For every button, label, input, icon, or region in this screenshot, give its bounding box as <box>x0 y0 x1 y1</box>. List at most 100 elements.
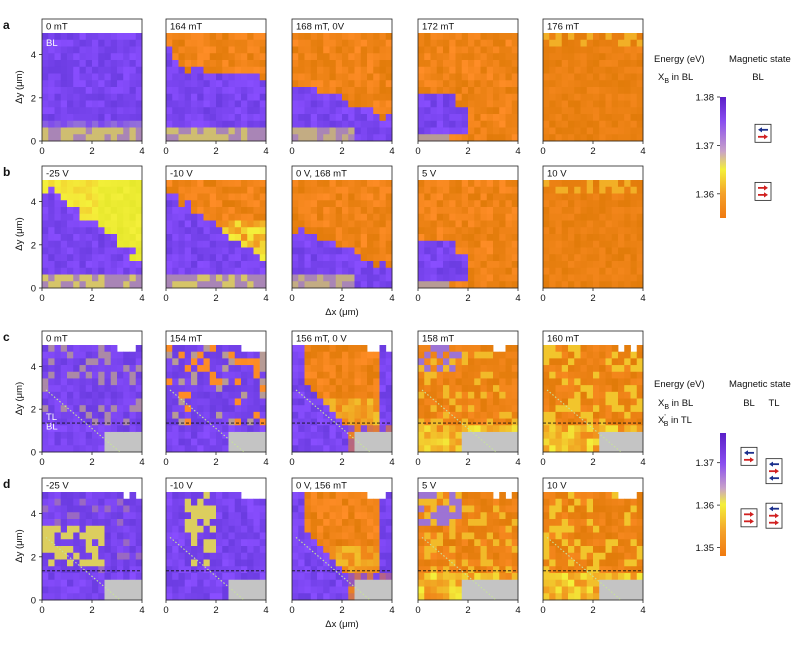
heatmap-cell <box>54 247 62 255</box>
heatmap-cell <box>241 73 248 81</box>
heatmap-cell <box>98 100 105 108</box>
heatmap-cell <box>178 579 186 587</box>
heatmap-cell <box>348 378 355 386</box>
heatmap-cell <box>555 33 563 41</box>
heatmap-cell <box>67 586 74 594</box>
heatmap-cell <box>480 100 488 108</box>
heatmap-cell <box>209 33 217 41</box>
heatmap-cell <box>172 358 179 366</box>
heatmap-cell <box>455 425 463 433</box>
heatmap-cell <box>329 213 337 221</box>
heatmap-cell <box>443 207 450 215</box>
heatmap-cell <box>259 405 267 413</box>
heatmap-cell <box>191 573 198 581</box>
heatmap-cell <box>373 378 380 386</box>
heatmap-cell <box>216 134 223 142</box>
heatmap-cell <box>228 391 236 399</box>
heatmap-cell <box>605 93 613 101</box>
heatmap-cell <box>624 358 631 366</box>
heatmap-cell <box>373 546 380 554</box>
heatmap-cell <box>474 505 481 513</box>
heatmap-cell <box>317 525 324 533</box>
heatmap-cell <box>85 120 93 128</box>
heatmap-cell <box>493 351 500 359</box>
heatmap-cell <box>191 365 198 373</box>
heatmap-cell <box>360 391 368 399</box>
heatmap-cell <box>79 492 87 500</box>
heatmap-cell <box>561 60 569 68</box>
heatmap-cell <box>216 539 223 547</box>
heatmap-cell <box>104 539 112 547</box>
heatmap-cell <box>98 445 105 453</box>
heatmap-cell <box>342 345 349 353</box>
heatmap-cell <box>543 207 550 215</box>
y-tick-label: 4 <box>31 197 36 208</box>
heatmap-cell <box>436 498 444 506</box>
heatmap-cell <box>580 107 588 115</box>
heatmap-cell <box>430 107 438 115</box>
heatmap-cell <box>493 107 500 115</box>
heatmap-cell <box>317 411 324 419</box>
heatmap-cell <box>455 53 463 61</box>
heatmap-cell <box>166 398 173 406</box>
heatmap-cell <box>379 100 387 108</box>
heatmap-cell <box>329 73 337 81</box>
heatmap-cell <box>474 539 481 547</box>
heatmap-cell <box>549 261 556 269</box>
heatmap-cell <box>360 53 368 61</box>
heatmap-cell <box>172 398 179 406</box>
heatmap-cell <box>203 134 211 142</box>
heatmap-cell <box>329 60 337 68</box>
heatmap-cell <box>323 234 330 242</box>
heatmap-cell <box>436 234 444 242</box>
heatmap-cell <box>342 46 349 54</box>
heatmap-cell <box>110 552 118 560</box>
heatmap-cell <box>184 207 192 215</box>
heatmap-cell <box>367 120 374 128</box>
heatmap-cell <box>54 227 62 235</box>
heatmap-cell <box>117 398 124 406</box>
heatmap-cell <box>424 566 431 574</box>
heatmap-cell <box>241 505 248 513</box>
heatmap-cell <box>184 73 192 81</box>
heatmap-cell <box>85 234 93 242</box>
heatmap-cell <box>474 345 481 353</box>
heatmap-cell <box>259 100 267 108</box>
heatmap-cell <box>310 213 318 221</box>
heatmap-cell <box>486 519 494 527</box>
heatmap-cell <box>117 33 124 41</box>
heatmap-cell <box>348 87 355 95</box>
heatmap-cell <box>505 227 513 235</box>
heatmap-cell <box>298 87 305 95</box>
heatmap-cell <box>449 193 456 201</box>
heatmap-cell <box>60 365 68 373</box>
heatmap-cell <box>549 240 556 248</box>
heatmap-cell <box>42 46 49 54</box>
heatmap-cell <box>117 573 124 581</box>
heatmap-cell <box>379 66 387 74</box>
heatmap-cell <box>135 398 143 406</box>
heatmap-cell <box>234 425 242 433</box>
heatmap-cell <box>636 134 644 142</box>
heatmap-cell <box>430 345 438 353</box>
heatmap-cell <box>292 66 299 74</box>
heatmap-cell <box>379 579 387 587</box>
heatmap-cell <box>385 539 393 547</box>
heatmap-cell <box>117 220 124 228</box>
heatmap-cell <box>166 593 173 601</box>
heatmap-cell <box>418 100 425 108</box>
heatmap-cell <box>443 274 450 282</box>
heatmap-cell <box>104 492 112 500</box>
heatmap-cell <box>203 207 211 215</box>
heatmap-cell <box>135 445 143 453</box>
heatmap-cell <box>461 180 469 188</box>
heatmap-cell <box>486 114 494 122</box>
heatmap-cell <box>630 240 638 248</box>
heatmap-cell <box>599 371 606 379</box>
heatmap-cell <box>461 525 469 533</box>
heatmap-cell <box>499 254 506 262</box>
heatmap-cell <box>329 498 337 506</box>
heatmap-cell <box>310 378 318 386</box>
heatmap-cell <box>191 418 198 426</box>
heatmap-cell <box>574 73 581 81</box>
